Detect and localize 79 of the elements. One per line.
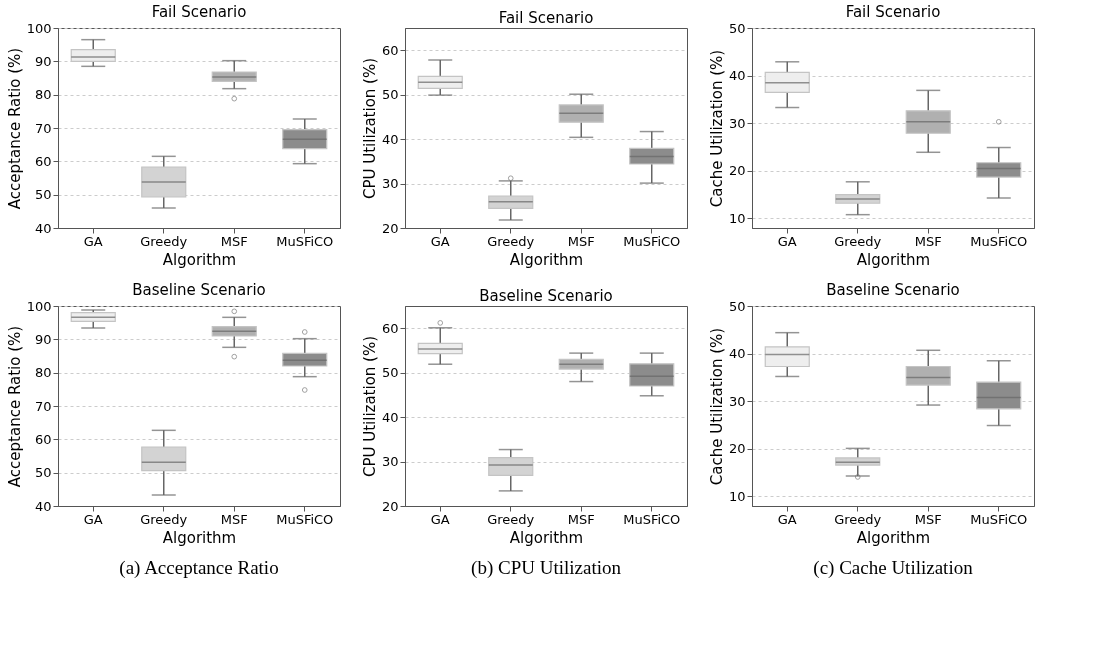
y-tick-label: 30 bbox=[728, 115, 746, 131]
x-tick-label: MuSFiCO bbox=[276, 233, 334, 249]
x-tick-label: GA bbox=[777, 511, 797, 527]
x-tick-label: GA bbox=[430, 233, 450, 249]
y-tick-label: 100 bbox=[26, 298, 52, 314]
y-tick-label: 80 bbox=[34, 365, 52, 381]
chart-title: Fail Scenario bbox=[498, 9, 594, 27]
x-tick-label: GA bbox=[777, 233, 797, 249]
y-tick-label: 50 bbox=[34, 465, 52, 481]
x-tick-label: MSF bbox=[914, 233, 942, 249]
y-tick-label: 90 bbox=[34, 331, 52, 347]
x-tick-label: MSF bbox=[914, 511, 942, 527]
x-tick-label: MuSFiCO bbox=[970, 511, 1028, 527]
x-tick-label: MSF bbox=[567, 233, 595, 249]
y-tick-label: 90 bbox=[34, 53, 52, 69]
y-axis-title: Cache Utilization (%) bbox=[707, 49, 726, 208]
x-axis-title: Algorithm bbox=[509, 528, 584, 547]
y-tick-label: 40 bbox=[34, 220, 52, 236]
y-axis-title: CPU Utilization (%) bbox=[360, 335, 379, 478]
x-tick-label: MSF bbox=[220, 233, 248, 249]
x-tick-label: Greedy bbox=[834, 511, 882, 527]
x-axis-title: Algorithm bbox=[162, 250, 237, 269]
chart-title: Fail Scenario bbox=[845, 3, 941, 21]
y-axis-title: Acceptance Ratio (%) bbox=[5, 47, 24, 210]
y-tick-label: 60 bbox=[34, 431, 52, 447]
x-axis-title: Algorithm bbox=[162, 528, 237, 547]
x-tick-label: MuSFiCO bbox=[970, 233, 1028, 249]
x-axis-title: Algorithm bbox=[856, 250, 931, 269]
x-tick-label: MuSFiCO bbox=[623, 511, 681, 527]
x-tick-label: Greedy bbox=[140, 233, 188, 249]
y-tick-label: 70 bbox=[34, 398, 52, 414]
y-tick-label: 40 bbox=[381, 131, 399, 147]
y-tick-label: 10 bbox=[728, 210, 746, 226]
y-axis-title: CPU Utilization (%) bbox=[360, 57, 379, 200]
text: (a) Acceptance Ratio bbox=[119, 557, 279, 579]
y-tick-label: 50 bbox=[381, 87, 399, 103]
y-tick-label: 20 bbox=[728, 441, 746, 457]
y-axis-title: Cache Utilization (%) bbox=[707, 327, 726, 486]
x-tick-label: MSF bbox=[567, 511, 595, 527]
x-tick-label: GA bbox=[83, 233, 103, 249]
y-tick-label: 30 bbox=[728, 393, 746, 409]
x-tick-label: GA bbox=[430, 511, 450, 527]
chart-title: Baseline Scenario bbox=[826, 281, 960, 299]
y-tick-label: 70 bbox=[34, 120, 52, 136]
y-tick-label: 50 bbox=[728, 20, 746, 36]
y-tick-label: 40 bbox=[381, 409, 399, 425]
chart-title: Fail Scenario bbox=[151, 3, 247, 21]
x-tick-label: Greedy bbox=[487, 233, 535, 249]
chart-title: Baseline Scenario bbox=[479, 287, 613, 305]
x-tick-label: MuSFiCO bbox=[623, 233, 681, 249]
x-tick-label: GA bbox=[83, 511, 103, 527]
x-tick-label: MSF bbox=[220, 511, 248, 527]
y-tick-label: 40 bbox=[728, 346, 746, 362]
y-tick-label: 30 bbox=[381, 176, 399, 192]
x-tick-label: Greedy bbox=[140, 511, 188, 527]
y-tick-label: 20 bbox=[728, 163, 746, 179]
x-tick-label: MuSFiCO bbox=[276, 511, 334, 527]
x-axis-title: Algorithm bbox=[509, 250, 584, 269]
y-tick-label: 60 bbox=[34, 153, 52, 169]
x-tick-label: Greedy bbox=[487, 511, 535, 527]
y-tick-label: 20 bbox=[381, 498, 399, 514]
y-tick-label: 40 bbox=[728, 68, 746, 84]
y-tick-label: 60 bbox=[381, 320, 399, 336]
y-tick-label: 60 bbox=[381, 42, 399, 58]
chart-title: Baseline Scenario bbox=[132, 281, 266, 299]
y-tick-label: 50 bbox=[34, 187, 52, 203]
x-tick-label: Greedy bbox=[834, 233, 882, 249]
x-axis-title: Algorithm bbox=[856, 528, 931, 547]
y-axis-title: Acceptance Ratio (%) bbox=[5, 325, 24, 488]
y-tick-label: 80 bbox=[34, 87, 52, 103]
y-tick-label: 30 bbox=[381, 454, 399, 470]
y-tick-label: 40 bbox=[34, 498, 52, 514]
y-tick-label: 50 bbox=[381, 365, 399, 381]
y-tick-label: 100 bbox=[26, 20, 52, 36]
y-tick-label: 20 bbox=[381, 220, 399, 236]
y-tick-label: 50 bbox=[728, 298, 746, 314]
text: (b) CPU Utilization bbox=[471, 557, 622, 579]
y-tick-label: 10 bbox=[728, 488, 746, 504]
text: (c) Cache Utilization bbox=[813, 557, 974, 579]
